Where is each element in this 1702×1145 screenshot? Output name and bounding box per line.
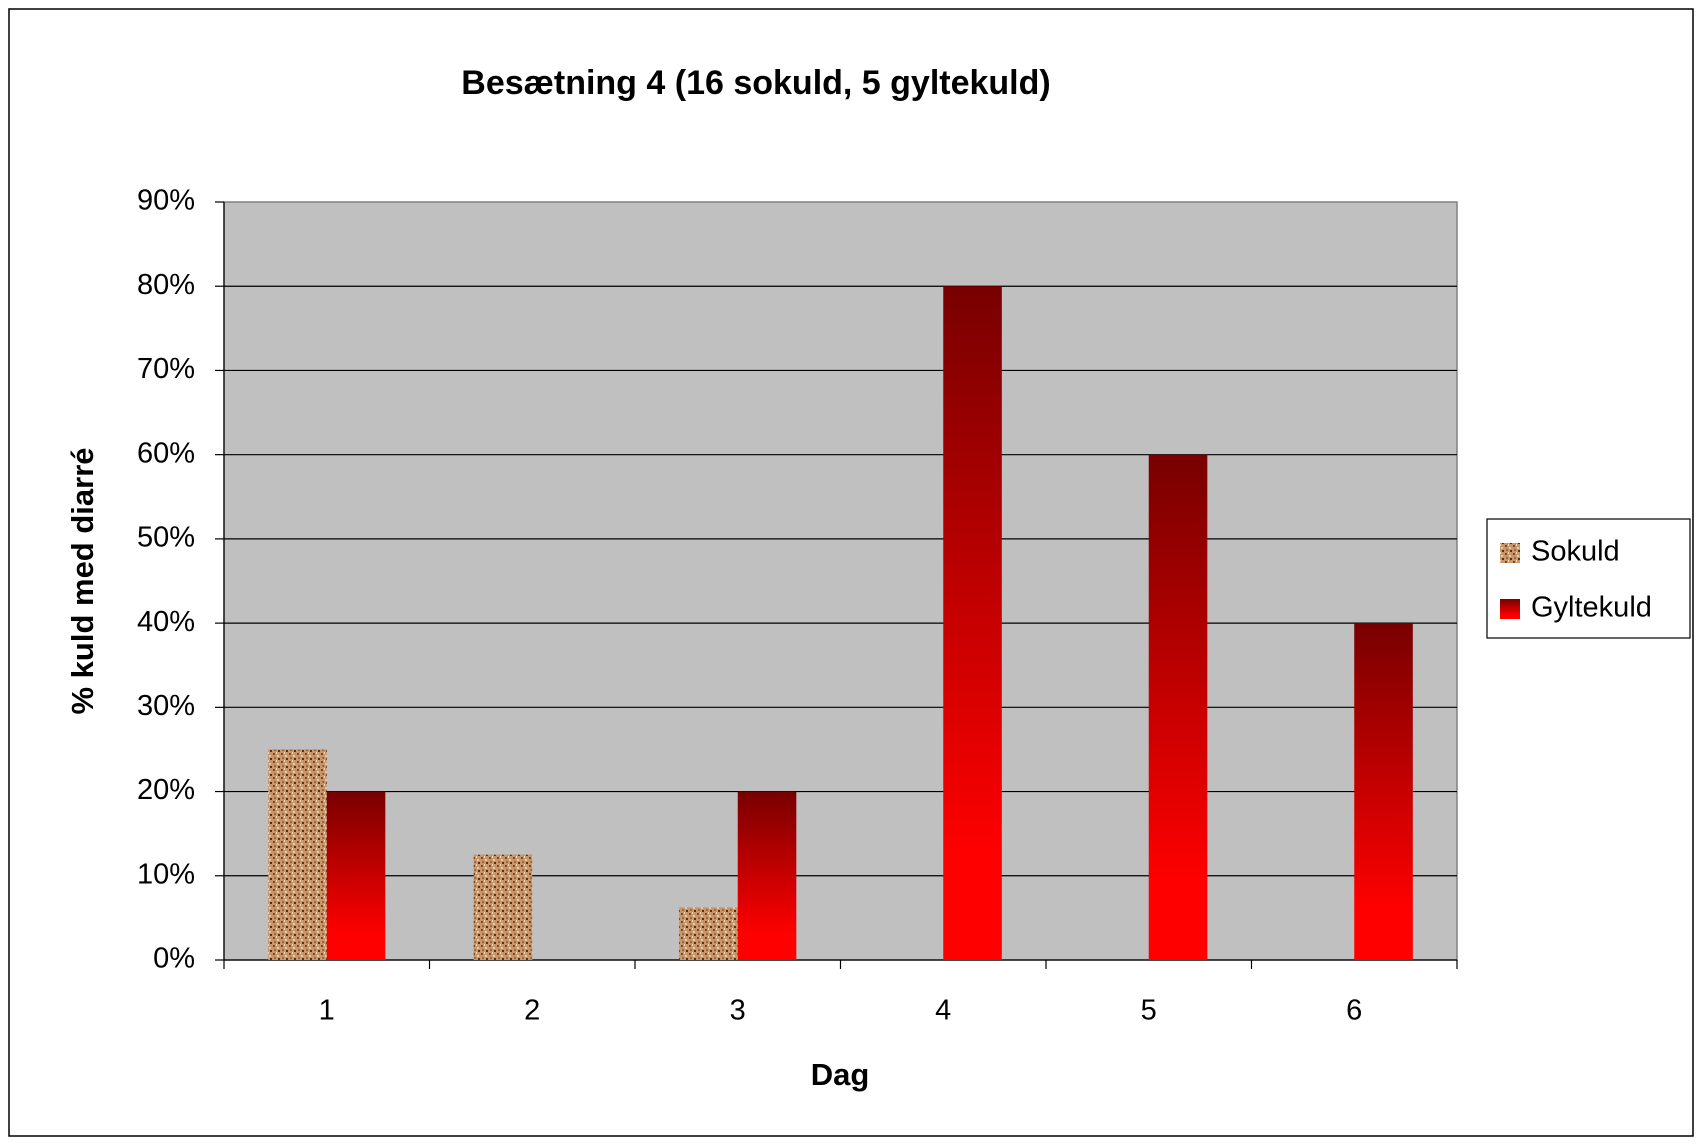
y-tick-label: 50% (137, 522, 195, 554)
y-tick-label: 20% (137, 774, 195, 806)
legend (1486, 518, 1691, 639)
legend-swatch (1500, 543, 1520, 563)
x-axis-label: Dag (811, 1057, 870, 1092)
legend-swatch (1500, 599, 1520, 619)
x-tick-label: 1 (319, 995, 335, 1027)
y-tick-label: 80% (137, 269, 195, 301)
x-tick-label: 5 (1141, 995, 1157, 1027)
y-axis-label: % kuld med diarré (65, 447, 100, 714)
y-tick-label: 60% (137, 437, 195, 469)
y-tick-label: 0% (153, 943, 195, 975)
bar (943, 286, 1002, 960)
bar (737, 791, 797, 960)
x-tick-label: 6 (1346, 995, 1362, 1027)
chart-title: Besætning 4 (16 sokuld, 5 gyltekuld) (461, 64, 1050, 102)
x-tick-label: 2 (524, 995, 540, 1027)
y-tick-label: 30% (137, 690, 195, 722)
y-tick-label: 90% (137, 185, 195, 217)
plot-area (223, 201, 1458, 961)
bar (1354, 623, 1413, 960)
bar (268, 749, 327, 960)
bar (1148, 454, 1208, 960)
y-tick-label: 70% (137, 353, 195, 385)
y-tick-label: 40% (137, 606, 195, 638)
bar (326, 791, 386, 960)
legend-label: Sokuld (1531, 536, 1620, 568)
bar (473, 854, 533, 960)
y-tick-label: 10% (137, 858, 195, 890)
bar (679, 907, 738, 960)
legend-label: Gyltekuld (1531, 592, 1652, 624)
x-tick-label: 4 (935, 995, 951, 1027)
x-tick-label: 3 (730, 995, 746, 1027)
